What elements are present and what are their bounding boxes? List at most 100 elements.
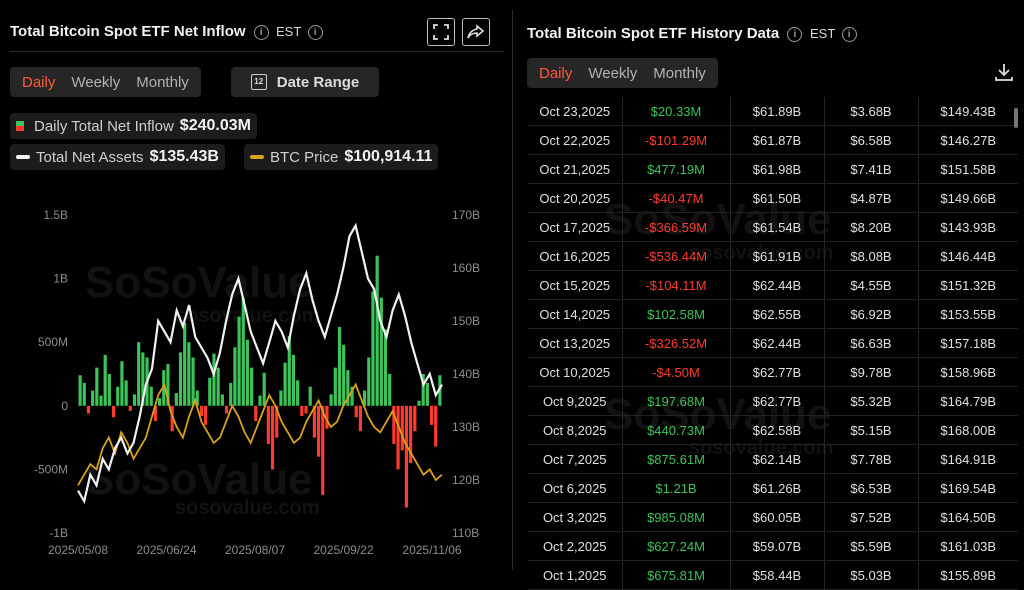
y-left-tick-label: 500M xyxy=(38,335,68,349)
table-row[interactable]: Oct 23,2025 $20.33M $61.89B $3.68B $149.43B xyxy=(528,97,1018,126)
row-inflow: $440.73M xyxy=(622,415,731,445)
row-date: Oct 21,2025 xyxy=(528,154,623,184)
table-row[interactable]: Oct 7,2025 $875.61M $62.14B $7.78B $164.91B xyxy=(528,444,1018,474)
inflow-bar xyxy=(371,291,375,406)
inflow-bar xyxy=(208,377,212,406)
tab-weekly[interactable]: Weekly xyxy=(71,73,121,91)
row-assets: $62.58B xyxy=(730,415,825,445)
table-row[interactable]: Oct 10,2025 -$4.50M $62.77B $9.78B $158.96B xyxy=(528,357,1018,387)
row-assets: $61.87B xyxy=(730,125,825,155)
row-inflow: -$536.44M xyxy=(622,241,731,271)
inflow-bar xyxy=(224,405,229,414)
fullscreen-icon[interactable] xyxy=(427,18,455,46)
table-row[interactable]: Oct 1,2025 $675.81M $58.44B $5.03B $155.89B xyxy=(528,560,1018,590)
info-icon[interactable]: i xyxy=(253,24,269,40)
inflow-bar xyxy=(237,316,241,406)
inflow-bar xyxy=(137,342,141,406)
row-btc: $151.58B xyxy=(918,154,1018,184)
row-date: Oct 8,2025 xyxy=(528,415,623,445)
inflow-swatch-icon xyxy=(16,121,24,131)
row-assets: $61.98B xyxy=(730,154,825,184)
inflow-bar xyxy=(296,380,300,406)
date-range-button[interactable]: 12 Date Range xyxy=(231,67,379,97)
table-row[interactable]: Oct 2,2025 $627.24M $59.07B $5.59B $161.03B xyxy=(528,531,1018,561)
inflow-bar xyxy=(425,382,429,406)
inflow-bar xyxy=(396,405,400,470)
inflow-bar xyxy=(354,405,358,418)
inflow-bar xyxy=(379,297,383,406)
info-icon[interactable]: i xyxy=(841,27,857,43)
y-left-tick-label: -1B xyxy=(49,526,68,540)
row-value: $6.92B xyxy=(824,299,919,329)
inflow-bar xyxy=(195,390,199,406)
inflow-bar xyxy=(400,405,404,451)
inflow-bar xyxy=(111,405,116,418)
calendar-icon: 12 xyxy=(250,74,267,90)
table-row[interactable]: Oct 6,2025 $1.21B $61.26B $6.53B $169.54B xyxy=(528,473,1018,503)
history-table: Oct 23,2025 $20.33M $61.89B $3.68B $149.43B O… xyxy=(528,97,1018,590)
row-assets: $61.26B xyxy=(730,473,825,503)
table-row[interactable]: Oct 3,2025 $985.08M $60.05B $7.52B $164.50B xyxy=(528,502,1018,532)
inflow-bar xyxy=(153,405,157,422)
table-row[interactable]: Oct 15,2025 -$104.11M $62.44B $4.55B $151.32… xyxy=(528,270,1018,300)
info-icon[interactable]: i xyxy=(307,25,323,41)
table-row[interactable]: Oct 22,2025 -$101.29M $61.87B $6.58B $146.27… xyxy=(528,125,1018,155)
tab-daily[interactable]: Daily xyxy=(539,64,573,82)
row-btc: $164.50B xyxy=(918,502,1018,532)
history-period-tabs: Daily Weekly Monthly xyxy=(527,58,718,88)
inflow-bar xyxy=(262,372,266,406)
row-btc: $158.96B xyxy=(918,357,1018,387)
legend-inflow[interactable]: Daily Total Net Inflow $240.03M xyxy=(10,113,257,139)
inflow-bar xyxy=(116,386,120,406)
inflow-bar xyxy=(162,370,166,406)
row-btc: $149.66B xyxy=(918,183,1018,213)
inflow-bar xyxy=(149,386,153,406)
info-icon[interactable]: i xyxy=(787,26,803,42)
tab-weekly[interactable]: Weekly xyxy=(588,64,638,82)
row-inflow: $985.08M xyxy=(622,502,731,532)
row-date: Oct 20,2025 xyxy=(528,183,623,213)
legend-assets[interactable]: Total Net Assets $135.43B xyxy=(10,144,225,170)
x-tick-label: 2025/08/07 xyxy=(225,543,285,557)
row-inflow: $1.21B xyxy=(622,473,731,503)
row-assets: $61.54B xyxy=(730,212,825,242)
inflow-bar xyxy=(438,375,442,406)
table-row[interactable]: Oct 16,2025 -$536.44M $61.91B $8.08B $146.44… xyxy=(528,241,1018,271)
inflow-bar xyxy=(409,405,413,464)
inflow-bar xyxy=(434,405,438,447)
tab-daily[interactable]: Daily xyxy=(22,73,56,91)
row-date: Oct 14,2025 xyxy=(528,299,623,329)
row-assets: $61.89B xyxy=(730,97,825,126)
tab-monthly[interactable]: Monthly xyxy=(136,73,189,91)
table-row[interactable]: Oct 17,2025 -$366.59M $61.54B $8.20B $143.93… xyxy=(528,212,1018,242)
share-icon[interactable] xyxy=(462,18,490,46)
row-inflow: -$4.50M xyxy=(622,357,731,387)
table-row[interactable]: Oct 20,2025 -$40.47M $61.50B $4.87B $149.66B xyxy=(528,183,1018,213)
table-row[interactable]: Oct 14,2025 $102.58M $62.55B $6.92B $153.55B xyxy=(528,299,1018,329)
panel-divider xyxy=(512,10,513,570)
row-value: $6.53B xyxy=(824,473,919,503)
inflow-bar xyxy=(383,329,388,406)
legend-btc[interactable]: BTC Price $100,914.11 xyxy=(244,144,439,170)
row-date: Oct 17,2025 xyxy=(528,212,623,242)
table-row[interactable]: Oct 9,2025 $197.68M $62.77B $5.32B $164.79B xyxy=(528,386,1018,416)
x-tick-label: 2025/05/08 xyxy=(48,543,108,557)
inflow-bar xyxy=(404,405,409,508)
inflow-bar xyxy=(141,352,145,406)
table-row[interactable]: Oct 8,2025 $440.73M $62.58B $5.15B $168.00B xyxy=(528,415,1018,445)
table-row[interactable]: Oct 13,2025 -$326.52M $62.44B $6.63B $157.18… xyxy=(528,328,1018,358)
tab-monthly[interactable]: Monthly xyxy=(653,64,706,82)
timezone-label[interactable]: EST i xyxy=(276,24,323,41)
table-scrollbar[interactable] xyxy=(1014,108,1018,128)
row-btc: $168.00B xyxy=(918,415,1018,445)
row-inflow: $675.81M xyxy=(622,560,731,590)
inflow-title-text: Total Bitcoin Spot ETF Net Inflow xyxy=(10,23,246,40)
table-row[interactable]: Oct 21,2025 $477.19M $61.98B $7.41B $151.58B xyxy=(528,154,1018,184)
timezone-label[interactable]: EST i xyxy=(810,26,857,43)
inflow-title: Total Bitcoin Spot ETF Net Inflow i xyxy=(10,23,269,40)
row-inflow: $627.24M xyxy=(622,531,731,561)
inflow-chart[interactable]: 1.5B 1B 500M 0 -500M -1B 170B 160B 150B 140B 130B 1… xyxy=(0,200,506,577)
download-icon[interactable] xyxy=(994,62,1014,87)
inflow-bar xyxy=(216,367,220,406)
y-left-tick-label: 1B xyxy=(53,272,68,286)
